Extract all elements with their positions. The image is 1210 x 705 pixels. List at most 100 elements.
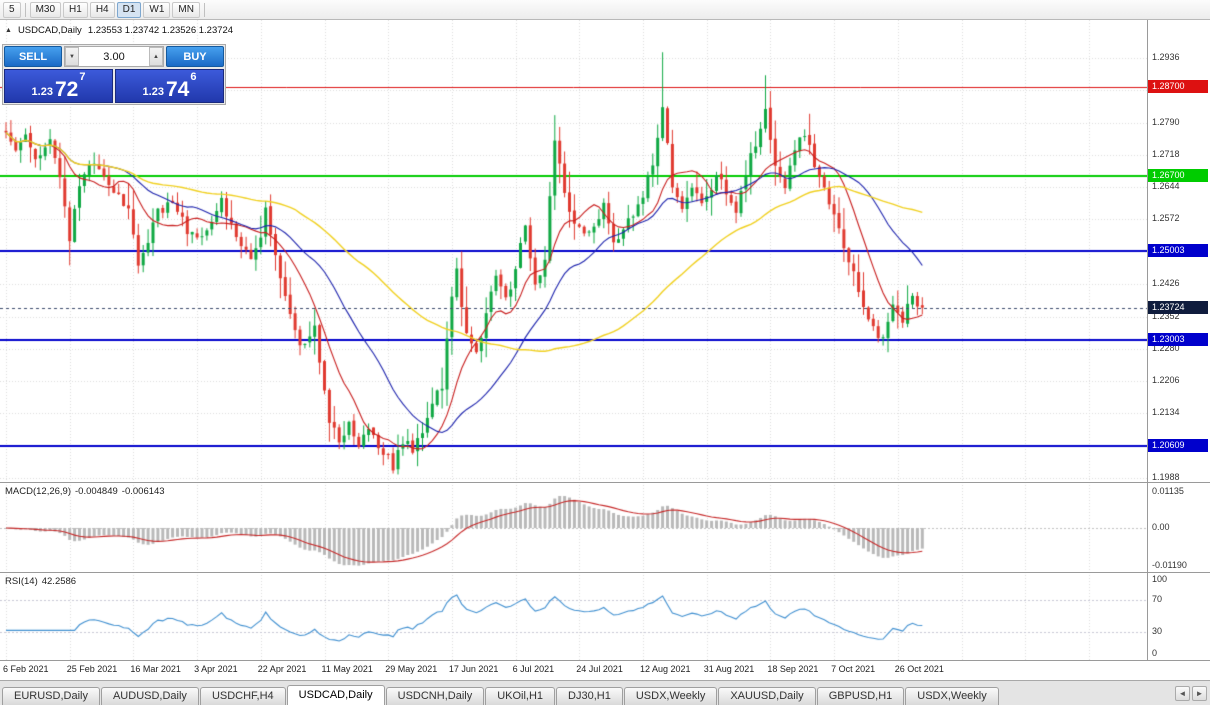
chart-header: ▲ USDCAD,Daily 1.23553 1.23742 1.23526 1… [5,25,233,36]
toolbar-separator [203,2,205,17]
date-axis-label: 7 Oct 2021 [831,664,876,674]
sell-price-prefix: 1.23 [31,86,53,98]
macd-indicator-label: MACD(12,26,9) -0.004849 -0.006143 [5,486,169,497]
volume-increase-button[interactable]: ▲ [149,47,163,66]
date-axis-label: 24 Jul 2021 [576,664,623,674]
price-axis-label: 1.2718 [1152,148,1180,159]
macd-panel-canvas[interactable] [0,482,1147,572]
panel-separator [0,660,1210,661]
chart-ohlc-values: 1.23553 1.23742 1.23526 1.23724 [87,25,234,36]
volume-input[interactable] [79,47,149,66]
price-axis-label: 1.1988 [1152,472,1180,482]
price-level-badge[interactable]: 1.20609 [1148,438,1208,452]
timeframe-button-w1[interactable]: W1 [143,1,171,18]
price-level-badge[interactable]: 1.28700 [1148,80,1208,94]
macd-signal-value: -0.006143 [121,486,165,497]
rsi-axis-label: 100 [1152,574,1168,584]
buy-price-main: 74 [165,78,190,101]
price-axis-label: 1.2936 [1152,52,1180,62]
date-axis-label: 26 Oct 2021 [894,664,944,674]
date-axis-label: 22 Apr 2021 [257,664,307,674]
one-click-trading-panel: SELL ▼ ▲ BUY 1.23 72 7 1.23 74 6 [2,44,226,105]
chart-symbol-label: USDCAD,Daily [17,25,82,36]
sell-price-main: 72 [54,78,79,101]
macd-name: MACD(12,26,9) [5,486,71,497]
collapse-chart-icon[interactable]: ▲ [5,27,12,34]
date-axis-label: 18 Sep 2021 [767,664,819,674]
date-axis-label: 11 May 2021 [321,664,373,674]
tab-xauusd-daily[interactable]: XAUUSD,Daily [718,687,816,705]
rsi-panel-canvas[interactable] [0,572,1147,660]
trade-prices-row: 1.23 72 7 1.23 74 6 [4,69,224,103]
price-axis-label: 1.2280 [1152,342,1180,353]
date-axis-label: 3 Apr 2021 [194,664,238,674]
toolbar-separator [24,2,26,17]
price-axis-label: 1.2644 [1152,181,1180,192]
sell-price-display[interactable]: 1.23 72 7 [4,69,113,103]
tab-eurusd-daily[interactable]: EURUSD,Daily [2,687,100,705]
rsi-name: RSI(14) [5,576,38,587]
tab-usdcad-daily[interactable]: USDCAD,Daily [286,685,385,705]
price-axis-separator [1147,20,1148,660]
macd-axis-label: 0.01135 [1152,485,1184,496]
price-axis-label: 1.2426 [1152,277,1180,288]
price-axis-label: 1.2134 [1152,407,1180,418]
rsi-axis-label: 0 [1152,648,1158,658]
macd-value: -0.004849 [75,486,118,497]
date-axis-label: 17 Jun 2021 [448,664,499,674]
chart-region: ▲ USDCAD,Daily 1.23553 1.23742 1.23526 1… [0,20,1210,680]
tab-usdchf-h4[interactable]: USDCHF,H4 [199,687,286,705]
rsi-axis-label: 30 [1152,626,1163,636]
tab-audusd-daily[interactable]: AUDUSD,Daily [100,687,199,705]
buy-button[interactable]: BUY [166,46,224,67]
volume-decrease-button[interactable]: ▼ [65,47,79,66]
tab-scroll-right-button[interactable]: ► [1192,686,1207,701]
buy-price-prefix: 1.23 [142,86,164,98]
current-price-badge: 1.23724 [1148,300,1208,314]
timeframe-button-h1[interactable]: H1 [63,1,88,18]
time-axis: 6 Feb 2021 25 Feb 2021 16 Mar 2021 3 Apr 20… [0,660,1147,680]
chart-tab-bar: EURUSD,Daily AUDUSD,Daily USDCHF,H4 USDCAD,… [0,680,1210,705]
tab-scroll-arrows: ◄ ► [1175,686,1207,701]
buy-price-display[interactable]: 1.23 74 6 [115,69,224,103]
timeframe-button-mn[interactable]: MN [172,1,200,18]
price-level-badge[interactable]: 1.26700 [1148,168,1208,182]
panel-separator [0,482,1210,483]
price-level-badge[interactable]: 1.25003 [1148,244,1208,258]
price-level-badge[interactable]: 1.23003 [1148,332,1208,346]
price-axis-label: 1.2790 [1152,116,1180,127]
macd-axis-label: -0.01190 [1152,559,1187,570]
timeframe-button-d1[interactable]: D1 [116,1,142,18]
date-axis-label: 25 Feb 2021 [66,664,118,674]
tab-ukoil-h1[interactable]: UKOil,H1 [485,687,556,705]
volume-control: ▼ ▲ [64,46,164,67]
date-axis-label: 16 Mar 2021 [130,664,181,674]
date-axis-label: 29 May 2021 [385,664,438,674]
macd-axis-label: 0.00 [1152,522,1170,532]
date-axis-label: 31 Aug 2021 [703,664,755,674]
rsi-axis-label: 70 [1152,594,1163,604]
buy-price-pip: 6 [190,71,197,83]
timeframe-toolbar: 5 M30 H1 H4 D1 W1 MN [0,0,1210,20]
tab-usdcnh-daily[interactable]: USDCNH,Daily [385,687,485,705]
sell-price-pip: 7 [79,71,86,83]
date-axis-label: 6 Jul 2021 [512,664,555,674]
tab-gbpusd-h1[interactable]: GBPUSD,H1 [816,687,905,705]
panel-separator [0,572,1210,573]
timeframe-button-m30[interactable]: M30 [29,1,62,18]
tab-dj30-h1[interactable]: DJ30,H1 [556,687,623,705]
date-axis-label: 6 Feb 2021 [3,664,49,674]
timeframe-button-5[interactable]: 5 [3,1,21,18]
tab-usdx-weekly[interactable]: USDX,Weekly [623,687,718,705]
timeframe-button-h4[interactable]: H4 [89,1,115,18]
trade-controls-row: SELL ▼ ▲ BUY [4,46,224,67]
rsi-indicator-label: RSI(14) 42.2586 [5,576,80,587]
tab-usdx-weekly[interactable]: USDX,Weekly [905,687,999,705]
sell-button[interactable]: SELL [4,46,62,67]
date-axis-label: 12 Aug 2021 [640,664,691,674]
price-axis-label: 1.2206 [1152,375,1180,386]
tab-scroll-left-button[interactable]: ◄ [1175,686,1190,701]
rsi-value: 42.2586 [41,576,77,587]
price-axis: 1.29361.28641.27901.27181.26441.25721.25… [1148,20,1210,660]
